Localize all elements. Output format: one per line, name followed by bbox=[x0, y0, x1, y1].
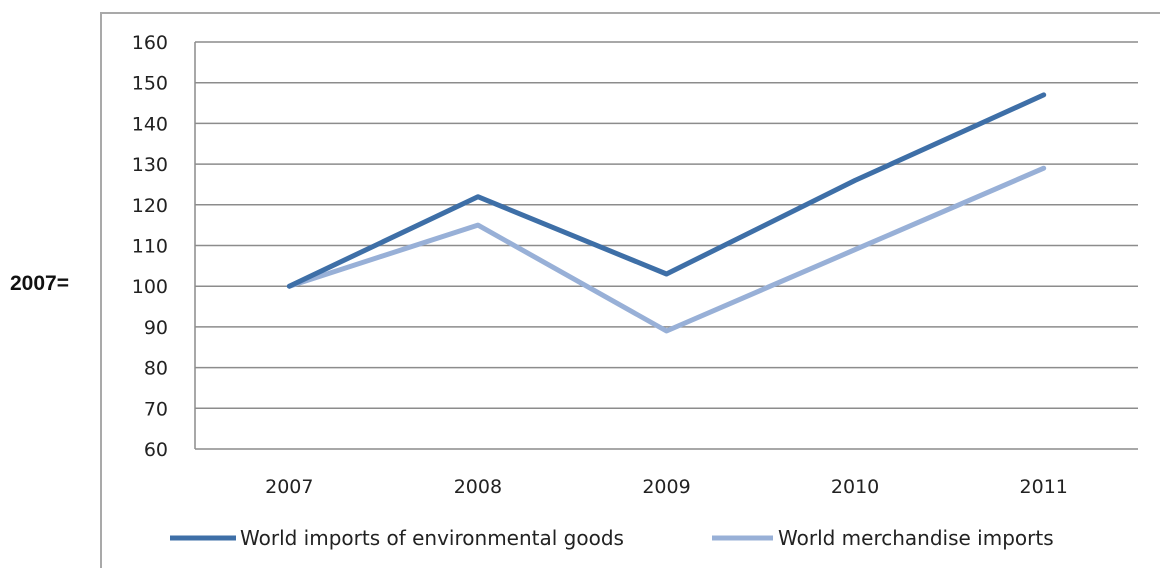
y-tick-label: 90 bbox=[144, 317, 168, 339]
y-tick-label: 70 bbox=[144, 398, 168, 420]
y-tick-label: 60 bbox=[144, 439, 168, 461]
x-tick-label: 2008 bbox=[454, 476, 502, 498]
x-tick-label: 2009 bbox=[642, 476, 690, 498]
x-tick-label: 2010 bbox=[831, 476, 879, 498]
series-line-0 bbox=[286, 92, 1047, 289]
y-tick-label: 160 bbox=[132, 32, 168, 54]
y-tick-labels: 60 70 80 90 100 110 120 130 140 150 160 bbox=[132, 32, 168, 461]
series-lines bbox=[286, 92, 1047, 334]
chart-frame bbox=[100, 12, 1160, 568]
y-axis-side-label: 2007= bbox=[10, 272, 69, 295]
x-tick-label: 2011 bbox=[1020, 476, 1068, 498]
series-line-1 bbox=[286, 165, 1047, 334]
y-tick-label: 150 bbox=[132, 73, 168, 95]
y-tick-label: 80 bbox=[144, 358, 168, 380]
legend-label-0: World imports of environmental goods bbox=[240, 526, 624, 550]
legend: World imports of environmental goods Worl… bbox=[170, 526, 1054, 550]
y-tick-label: 140 bbox=[132, 113, 168, 135]
y-tick-label: 120 bbox=[132, 195, 168, 217]
gridlines bbox=[195, 41, 1138, 410]
axes bbox=[194, 42, 1138, 450]
legend-label-1: World merchandise imports bbox=[778, 526, 1054, 550]
y-tick-label: 130 bbox=[132, 154, 168, 176]
y-tick-label: 100 bbox=[132, 276, 168, 298]
y-tick-label: 110 bbox=[132, 236, 168, 258]
x-tick-label: 2007 bbox=[265, 476, 313, 498]
x-tick-labels: 2007 2008 2009 2010 2011 bbox=[265, 476, 1068, 498]
